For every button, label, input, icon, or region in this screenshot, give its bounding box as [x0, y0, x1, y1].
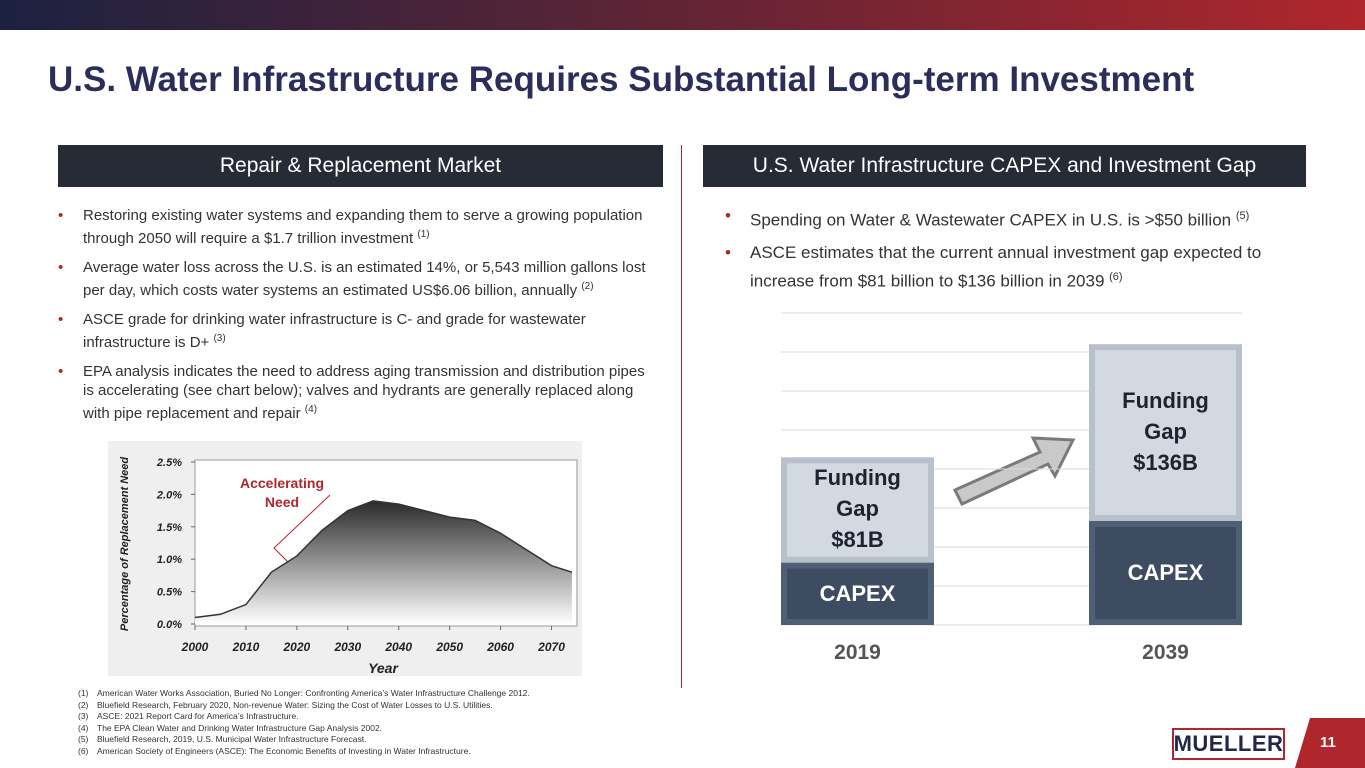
bullet-text: ASCE estimates that the current annual i…: [750, 242, 1262, 291]
x-tick-label: 2070: [537, 640, 565, 654]
top-bar: [0, 0, 1365, 30]
x-tick-label: 2039: [1142, 641, 1189, 664]
bar-segment: [781, 562, 934, 625]
series-name: Funding Gap: [1122, 387, 1209, 444]
page-number: 11: [1320, 734, 1336, 751]
y-axis-label: Percentage of Replacement Need: [119, 457, 131, 632]
footnote-number: (4): [78, 722, 89, 733]
footnote-text: Bluefield Research, February 2020, Non-r…: [97, 699, 493, 710]
x-axis-label: Year: [368, 660, 399, 676]
bullet-text: Average water loss across the U.S. is an…: [83, 259, 646, 299]
x-tick-label: 2010: [232, 640, 260, 654]
footnote-number: (2): [78, 699, 89, 710]
x-tick-label: 2040: [384, 640, 412, 654]
footnote-ref: (3): [213, 333, 226, 344]
divider: [681, 145, 682, 688]
bullet-dot: •: [58, 311, 64, 328]
x-tick-label: 2019: [834, 641, 881, 664]
value-label: $136B: [1133, 449, 1198, 475]
footnote: (3) ASCE: 2021 Report Card for America’s …: [78, 711, 530, 723]
bullet-text: EPA analysis indicates the need to addre…: [83, 363, 645, 422]
footnote-number: (1): [78, 688, 89, 698]
bullet-text: Restoring existing water systems and exp…: [83, 207, 643, 247]
area-line: [194, 500, 573, 619]
bullet-dot: •: [58, 363, 64, 380]
bullet-dot: •: [58, 207, 64, 224]
section-header: Repair & Replacement Market: [58, 145, 663, 187]
bullet: • Restoring existing water systems and ex…: [58, 206, 658, 248]
footnote-text: The EPA Clean Water and Drinking Water I…: [97, 722, 383, 733]
x-tick-label: 2030: [333, 640, 361, 654]
footnote-text: Bluefield Research, 2019, U.S. Municipal…: [97, 734, 367, 745]
area-fill: [195, 500, 572, 624]
footnote: (6) American Society of Engineers (ASCE):…: [78, 746, 530, 758]
value-label: $81B: [831, 526, 884, 552]
x-tick-label: 2060: [486, 640, 514, 654]
footnote: (2) Bluefield Research, February 2020, No…: [78, 700, 530, 712]
footnote-text: ASCE: 2021 Report Card for America’s Inf…: [97, 711, 299, 722]
footnotes: (1) American Water Works Association, Bur…: [78, 688, 530, 758]
section-header: U.S. Water Infrastructure CAPEX and Inve…: [703, 145, 1306, 187]
bullet-text: ASCE grade for drinking water infrastruc…: [83, 311, 586, 351]
series-name: CAPEX: [1127, 560, 1204, 585]
y-tick-label: 1.5%: [157, 522, 182, 534]
footnote: (5) Bluefield Research, 2019, U.S. Munici…: [78, 734, 530, 746]
bullet: • Spending on Water & Wastewater CAPEX in…: [725, 204, 1305, 233]
bar-segment: [781, 457, 934, 563]
series-name: CAPEX: [819, 580, 896, 606]
bullet: • ASCE grade for drinking water infrastru…: [58, 310, 658, 352]
footnote: (1) American Water Works Association, Bur…: [78, 688, 530, 700]
footnote-ref: (4): [304, 404, 318, 415]
bullet-dot: •: [58, 259, 64, 276]
y-tick-label: 2.5%: [156, 457, 182, 469]
footnote-ref: (1): [417, 229, 430, 240]
y-tick-label: 2.0%: [156, 489, 182, 501]
bullet-list: • Restoring existing water systems and ex…: [58, 206, 658, 433]
bullet-text: Spending on Water & Wastewater CAPEX in …: [750, 210, 1232, 230]
footnote-number: (6): [78, 745, 89, 756]
series-name: Funding Gap: [814, 464, 901, 521]
bar-label: Funding Gap $136B: [1106, 385, 1226, 478]
y-tick-label: 0.0%: [157, 619, 182, 631]
footnote-ref: (6): [1109, 270, 1123, 283]
footnote-text: American Water Works Association, Buried…: [97, 688, 530, 698]
growth-arrow: [952, 436, 1076, 506]
footnote-number: (3): [78, 711, 89, 722]
bullet: • Average water loss across the U.S. is a…: [58, 258, 658, 300]
footnote: (4) The EPA Clean Water and Drinking Wate…: [78, 723, 530, 735]
footnote-ref: (2): [581, 281, 594, 292]
bullet-list: • Spending on Water & Wastewater CAPEX in…: [725, 204, 1305, 301]
footnote-text: American Society of Engineers (ASCE): Th…: [97, 745, 471, 756]
x-tick-label: 2020: [283, 640, 311, 654]
y-tick-label: 1.0%: [157, 554, 182, 566]
bullet-dot: •: [725, 206, 731, 225]
x-tick-label: 2000: [181, 640, 209, 654]
page-tab: [1295, 718, 1365, 768]
footnote-number: (5): [78, 734, 89, 745]
footnote-ref: (5): [1235, 210, 1250, 222]
bullet: • EPA analysis indicates the need to addr…: [58, 362, 658, 423]
x-tick-label: 2050: [435, 640, 463, 654]
bullet-dot: •: [725, 242, 731, 262]
slide-title: U.S. Water Infrastructure Requires Subst…: [48, 60, 1195, 99]
bar-label: Funding Gap $81B: [798, 462, 918, 555]
y-tick-label: 0.5%: [157, 587, 182, 599]
bar-segment: [1089, 521, 1242, 625]
logo: MUELLER: [1172, 728, 1285, 760]
annotation: Accelerating Need: [239, 475, 325, 510]
bar-segment: [1089, 344, 1242, 522]
bullet: • ASCE estimates that the current annual …: [725, 241, 1305, 294]
